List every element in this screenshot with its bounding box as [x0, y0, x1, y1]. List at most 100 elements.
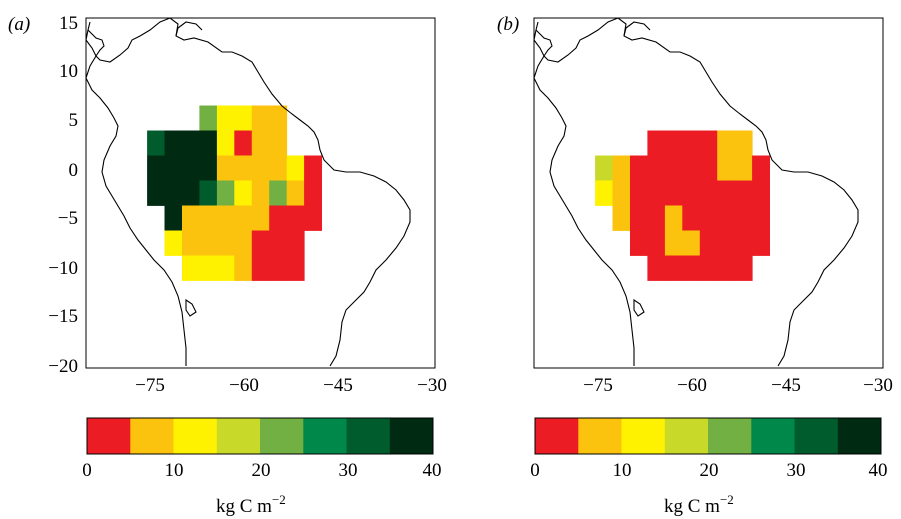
unit-sup: −2	[272, 492, 286, 507]
grid-cell	[269, 255, 288, 281]
grid-cell	[147, 130, 165, 156]
grid-cell	[164, 205, 183, 231]
grid-cell	[251, 130, 270, 156]
y-tick-label: 15	[59, 13, 78, 34]
grid-cell	[216, 255, 235, 281]
y-tick-label: −10	[48, 258, 78, 279]
grid-cell	[251, 255, 270, 281]
grid-cell	[164, 130, 183, 156]
x-tick-label: −75	[583, 375, 613, 396]
x-tick-label: −45	[771, 375, 801, 396]
grid-cell	[182, 155, 200, 181]
x-tick-label: −30	[863, 375, 893, 396]
colorbar-swatch	[346, 418, 390, 454]
grid-cell	[752, 155, 770, 181]
grid-cell	[234, 230, 253, 256]
grid-cell	[286, 230, 305, 256]
grid-cell	[304, 205, 322, 231]
grid-cell	[664, 155, 683, 181]
x-tick-label: −60	[229, 375, 259, 396]
colorbar-swatch	[389, 418, 434, 454]
grid-cell	[682, 255, 701, 281]
grid-cell	[682, 130, 701, 156]
grid-cell	[147, 180, 165, 206]
grid-cell	[182, 255, 200, 281]
grid-cell	[234, 130, 253, 156]
grid-cell	[647, 130, 666, 156]
grid-cell	[216, 230, 235, 256]
colorbar-swatch	[621, 418, 665, 454]
colorbar-tick-label: 30	[787, 460, 806, 481]
grid-cell	[612, 205, 631, 231]
grid-cell	[734, 255, 753, 281]
colorbar-tick-label: 0	[530, 460, 540, 481]
grid-cell	[164, 230, 183, 256]
panel-b: (b) −75 −60 −45 −30 0 10 20 30 40 kg C m…	[497, 14, 893, 517]
grid-cell	[182, 230, 200, 256]
grid-cell	[216, 130, 235, 156]
x-tick-label: −30	[417, 375, 447, 396]
grid-cell	[664, 205, 683, 231]
grid-cell	[682, 205, 701, 231]
grid-cell	[630, 205, 648, 231]
panel-b-grid-cells	[595, 130, 770, 281]
grid-cell	[630, 180, 648, 206]
grid-cell	[182, 130, 200, 156]
grid-cell	[752, 205, 770, 231]
panel-a-axes-frame	[85, 17, 436, 369]
panel-a-x-tick-labels: −75 −60 −45 −30	[135, 375, 447, 396]
grid-cell	[286, 155, 305, 181]
y-tick-label: 0	[69, 160, 79, 181]
panel-a-y-tick-labels: 15 10 5 0 −5 −10 −15 −20	[48, 13, 78, 377]
y-tick-label: −20	[48, 356, 78, 377]
grid-cell	[664, 130, 683, 156]
grid-cell	[682, 180, 701, 206]
colorbar-tick-label: 10	[613, 460, 632, 481]
grid-cell	[734, 205, 753, 231]
grid-cell	[647, 205, 666, 231]
grid-cell	[269, 130, 288, 156]
grid-cell	[752, 230, 770, 256]
panel-b-colorbar-ticks: 0 10 20 30 40	[530, 460, 887, 481]
colorbar-frame	[86, 417, 434, 455]
grid-cell	[164, 180, 183, 206]
x-tick-label: −60	[677, 375, 707, 396]
grid-cell	[630, 230, 648, 256]
colorbar-tick-label: 0	[82, 460, 92, 481]
y-tick-label: −15	[48, 306, 78, 327]
grid-cell	[699, 205, 718, 231]
grid-cell	[595, 180, 613, 206]
panel-a-grid-cells	[147, 105, 322, 281]
grid-cell	[199, 180, 218, 206]
colorbar-swatch	[260, 418, 304, 454]
grid-cell	[269, 105, 288, 131]
panel-a-colorbar-ticks: 0 10 20 30 40	[82, 460, 441, 481]
grid-cell	[251, 180, 270, 206]
grid-cell	[251, 230, 270, 256]
colorbar-tick-label: 40	[423, 460, 442, 481]
grid-cell	[647, 230, 666, 256]
colorbar-tick-label: 40	[869, 460, 888, 481]
grid-cell	[664, 230, 683, 256]
y-tick-label: 10	[59, 61, 78, 82]
grid-cell	[234, 205, 253, 231]
grid-cell	[269, 230, 288, 256]
grid-cell	[164, 155, 183, 181]
grid-cell	[647, 155, 666, 181]
panel-b-axes-frame	[533, 17, 884, 369]
grid-cell	[682, 230, 701, 256]
colorbar-tick-label: 20	[700, 460, 719, 481]
grid-cell	[612, 155, 631, 181]
panel-b-x-tick-labels: −75 −60 −45 −30	[583, 375, 893, 396]
grid-cell	[699, 230, 718, 256]
grid-cell	[682, 155, 701, 181]
panel-a-colorbar-unit: kg C m−2	[216, 492, 286, 517]
panel-a: (a) 15 10 5 0 −5 −10 −15 −20 −75 −60 −45	[8, 13, 447, 517]
grid-cell	[647, 255, 666, 281]
panel-b-colorbar	[534, 417, 882, 455]
grid-cell	[647, 180, 666, 206]
grid-cell	[734, 155, 753, 181]
unit-main: kg C m	[216, 496, 272, 517]
colorbar-swatch	[173, 418, 217, 454]
